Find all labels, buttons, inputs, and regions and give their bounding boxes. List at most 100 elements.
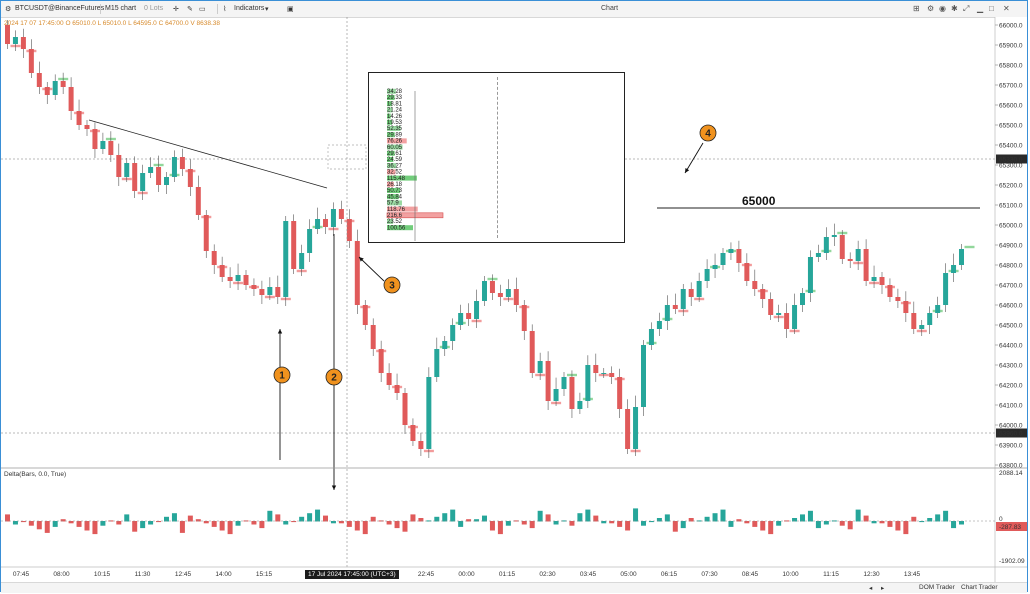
candle-body bbox=[36, 73, 42, 87]
delta-bar bbox=[203, 521, 209, 524]
profile-bar bbox=[387, 225, 413, 231]
delta-bar bbox=[179, 521, 185, 533]
profile-bar bbox=[387, 175, 417, 181]
delta-bar bbox=[84, 521, 90, 531]
delta-bar bbox=[346, 521, 352, 527]
profile-value: 118.76 bbox=[387, 207, 406, 213]
candle-body bbox=[299, 253, 305, 269]
pencil-icon[interactable]: ✎ bbox=[187, 6, 193, 13]
window-title: Chart bbox=[601, 5, 619, 12]
maximize-icon[interactable]: □ bbox=[989, 4, 994, 13]
delta-bar bbox=[807, 510, 813, 522]
profile-value: 36.27 bbox=[387, 163, 403, 169]
fullscreen-icon[interactable]: ⤢ bbox=[963, 4, 970, 13]
scroll-right-icon[interactable]: ▸ bbox=[881, 585, 885, 592]
candle-body bbox=[521, 305, 527, 331]
current-price-badge bbox=[996, 154, 1027, 164]
delta-bar bbox=[752, 521, 758, 527]
candle-body bbox=[656, 321, 662, 329]
delta-bar bbox=[466, 519, 472, 522]
scroll-left-icon[interactable]: ◂ bbox=[869, 585, 873, 592]
candle-body bbox=[84, 125, 90, 129]
candle-body bbox=[315, 219, 321, 229]
time-label: 13:45 bbox=[904, 571, 921, 578]
delta-bar bbox=[577, 513, 583, 522]
candle-body bbox=[601, 373, 607, 374]
chevron-down-icon[interactable]: ▾ bbox=[265, 6, 269, 13]
profile-bar bbox=[387, 200, 402, 206]
candle-body bbox=[187, 169, 193, 187]
candle-body bbox=[458, 313, 464, 325]
delta-bar bbox=[561, 520, 567, 522]
candle-body bbox=[60, 81, 66, 87]
delta-bar bbox=[720, 509, 726, 522]
candle-body bbox=[561, 377, 567, 389]
lots-field[interactable]: 0 Lots bbox=[144, 5, 164, 12]
delta-bar bbox=[227, 521, 233, 535]
candle-body bbox=[164, 177, 169, 185]
candle-body bbox=[156, 167, 162, 185]
profile-bar bbox=[387, 132, 395, 138]
delta-bar bbox=[418, 518, 424, 522]
delta-bar bbox=[633, 508, 639, 522]
delta-bar bbox=[402, 521, 408, 532]
layout-icon[interactable]: ▣ bbox=[287, 6, 294, 13]
candle-body bbox=[410, 425, 416, 441]
candle-body bbox=[497, 293, 503, 297]
candle-body bbox=[474, 301, 480, 319]
grid-icon[interactable]: ⊞ bbox=[913, 4, 920, 13]
delta-bar bbox=[60, 519, 66, 522]
candle-body bbox=[251, 285, 257, 289]
dom-trader-button[interactable]: DOM Trader bbox=[919, 584, 955, 591]
close-icon[interactable]: ✕ bbox=[1003, 4, 1010, 13]
candle-body bbox=[179, 157, 185, 169]
profile-value: 60.05 bbox=[387, 145, 403, 151]
chart-toolbar: ⚙ BTCUSDT@BinanceFutures M15 chart 0 Lot… bbox=[1, 1, 1027, 18]
candle-body bbox=[354, 241, 360, 305]
profile-bar bbox=[387, 194, 399, 200]
chart-canvas[interactable]: 65000 1 2 3 4 66000.0 65900.0 65800.0 65700.0 65… bbox=[1, 17, 1027, 582]
indicators-icon[interactable]: ⌇ bbox=[223, 6, 227, 13]
gear-icon[interactable]: ✱ bbox=[951, 4, 958, 13]
marker-price-badge bbox=[996, 428, 1027, 438]
indicators-button[interactable]: Indicators bbox=[234, 5, 265, 12]
price-label: 65200.0 bbox=[999, 182, 1023, 189]
delta-bar bbox=[521, 521, 527, 525]
badge-2 bbox=[325, 368, 343, 386]
minimize-icon[interactable]: ▁ bbox=[977, 4, 984, 13]
candle-body bbox=[267, 287, 273, 295]
candle-body bbox=[537, 361, 543, 373]
timeframe-selector[interactable]: M15 chart bbox=[105, 5, 137, 12]
candle-body bbox=[800, 293, 805, 305]
candle-body bbox=[116, 155, 122, 177]
delta-bar bbox=[847, 521, 853, 530]
symbol-selector[interactable]: BTCUSDT@BinanceFutures bbox=[15, 5, 105, 12]
profile-value: 45.84 bbox=[387, 194, 403, 200]
delta-bar bbox=[283, 521, 289, 525]
profile-value: 34.28 bbox=[387, 89, 403, 95]
candle-body bbox=[362, 305, 368, 325]
delta-bar bbox=[386, 521, 392, 525]
chart-trader-button[interactable]: Chart Trader bbox=[961, 584, 998, 591]
candle-body bbox=[418, 441, 424, 449]
delta-bar bbox=[919, 521, 925, 523]
candle-body bbox=[489, 281, 495, 293]
delta-bar bbox=[100, 521, 106, 526]
price-label: 64600.0 bbox=[999, 302, 1023, 309]
profile-bar bbox=[387, 144, 403, 150]
candle-body bbox=[903, 301, 909, 313]
candle-body bbox=[108, 141, 114, 155]
crosshair-icon[interactable]: ✛ bbox=[173, 6, 179, 13]
delta-bar bbox=[410, 514, 416, 522]
delta-axis-label: -1902.09 bbox=[999, 558, 1025, 565]
delta-axis-label: 0 bbox=[999, 516, 1003, 523]
delta-panel-title: Delta(Bars, 0.0, True) bbox=[4, 471, 67, 478]
price-label: 65800.0 bbox=[999, 62, 1023, 69]
delta-bar bbox=[585, 509, 591, 522]
delta-bar bbox=[307, 513, 313, 522]
settings-icon[interactable]: ⚙ bbox=[927, 4, 935, 13]
camera-icon[interactable]: ◉ bbox=[939, 4, 946, 13]
delta-bar bbox=[593, 515, 599, 522]
lock-icon[interactable]: ▭ bbox=[199, 6, 206, 13]
delta-bar bbox=[5, 514, 10, 522]
